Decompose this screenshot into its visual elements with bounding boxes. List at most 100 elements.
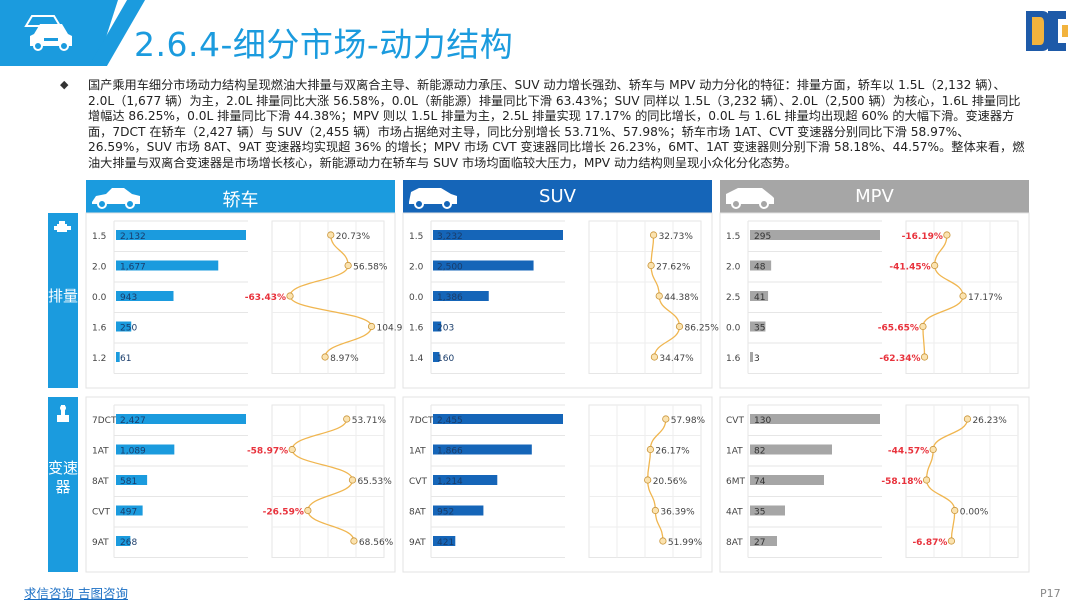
growth-point bbox=[675, 322, 684, 331]
category-label: 7DCT bbox=[409, 416, 434, 426]
growth-point bbox=[651, 506, 659, 515]
growth-label: 0.00% bbox=[960, 508, 989, 518]
growth-point bbox=[646, 445, 655, 454]
bar-value-label: 295 bbox=[754, 232, 771, 242]
growth-point bbox=[951, 506, 959, 515]
category-label: 4AT bbox=[726, 508, 743, 518]
bar bbox=[116, 444, 175, 455]
page-title: 2.6.4-细分市场-动力结构 bbox=[134, 25, 514, 64]
bar-value-label: 1,214 bbox=[437, 477, 463, 487]
category-label: 1.5 bbox=[409, 232, 423, 242]
bar bbox=[433, 444, 532, 455]
growth-point bbox=[655, 292, 663, 300]
growth-label: 34.47% bbox=[659, 354, 694, 364]
mpv-icon bbox=[726, 188, 774, 209]
bar bbox=[433, 414, 563, 424]
category-label: 1AT bbox=[92, 447, 109, 457]
growth-label: -16.19% bbox=[902, 232, 943, 242]
bar bbox=[433, 260, 534, 271]
suv-icon bbox=[409, 188, 457, 209]
brand-logo-icon bbox=[1022, 7, 1072, 55]
growth-label: 26.17% bbox=[655, 447, 690, 457]
bar bbox=[116, 291, 174, 301]
growth-point bbox=[943, 231, 951, 239]
category-label: 1.5 bbox=[726, 232, 740, 242]
growth-label: 104.93% bbox=[377, 324, 417, 334]
bar bbox=[433, 475, 498, 485]
growth-point bbox=[920, 353, 929, 361]
category-label: 2.5 bbox=[726, 293, 740, 303]
growth-point bbox=[931, 261, 939, 270]
bar bbox=[433, 291, 489, 301]
row-label-displacement: 排量 bbox=[48, 287, 79, 305]
bar-value-label: 250 bbox=[120, 324, 137, 334]
footer-links[interactable]: 求信咨询 吉图咨询 bbox=[24, 586, 128, 601]
bar bbox=[116, 352, 120, 362]
category-label: 9AT bbox=[92, 538, 109, 548]
bar bbox=[750, 475, 824, 485]
category-label: 1AT bbox=[726, 447, 743, 457]
bar bbox=[750, 352, 753, 362]
bar-value-label: 3,232 bbox=[437, 232, 463, 242]
bar-value-label: 1,677 bbox=[120, 263, 146, 273]
growth-label: -44.57% bbox=[888, 447, 929, 457]
bar-value-label: 2,455 bbox=[437, 416, 463, 426]
category-label: 1.4 bbox=[409, 354, 424, 364]
growth-label: 27.62% bbox=[656, 263, 691, 273]
gearbox-icon bbox=[57, 405, 69, 422]
bar bbox=[750, 260, 772, 271]
category-label: 0.0 bbox=[409, 293, 424, 303]
bar bbox=[750, 536, 777, 546]
bar-value-label: 82 bbox=[754, 447, 765, 457]
bar-value-label: 2,427 bbox=[120, 416, 146, 426]
growth-label: 53.71% bbox=[352, 416, 387, 426]
growth-point bbox=[304, 506, 312, 515]
category-label: CVT bbox=[409, 477, 427, 487]
growth-label: -65.65% bbox=[878, 324, 919, 334]
growth-point bbox=[963, 415, 972, 423]
bar-value-label: 61 bbox=[120, 354, 131, 364]
car-logo-icon bbox=[20, 12, 80, 54]
category-label: 1.5 bbox=[92, 232, 106, 242]
bar-value-label: 48 bbox=[754, 263, 766, 273]
bar bbox=[750, 505, 785, 516]
segment-label-mpv: MPV bbox=[855, 186, 894, 207]
bar bbox=[750, 414, 880, 424]
growth-point bbox=[649, 231, 658, 239]
bar-value-label: 952 bbox=[437, 508, 454, 518]
chart-panel bbox=[719, 212, 1030, 389]
category-label: 1AT bbox=[409, 447, 426, 457]
growth-label: 32.73% bbox=[659, 232, 694, 242]
bar bbox=[750, 291, 769, 301]
growth-point bbox=[344, 261, 352, 270]
growth-point bbox=[288, 445, 296, 454]
bar-value-label: 74 bbox=[754, 477, 766, 487]
bar bbox=[433, 352, 440, 362]
category-label: 1.6 bbox=[92, 324, 107, 334]
category-label: 1.6 bbox=[726, 354, 741, 364]
growth-point bbox=[647, 261, 655, 270]
growth-label: 51.99% bbox=[668, 538, 703, 548]
bar-value-label: 41 bbox=[754, 293, 765, 303]
segment-header-sedan: 轿车 bbox=[86, 180, 395, 213]
bar-value-label: 160 bbox=[437, 354, 454, 364]
growth-label: -58.97% bbox=[247, 447, 288, 457]
row-tab-transmission: 变速器 bbox=[48, 397, 78, 572]
category-label: 0.0 bbox=[92, 293, 107, 303]
bar-value-label: 35 bbox=[754, 324, 765, 334]
bar-value-label: 581 bbox=[120, 477, 137, 487]
segment-label-suv: SUV bbox=[539, 186, 576, 207]
category-label: CVT bbox=[92, 508, 110, 518]
category-label: 2.0 bbox=[92, 263, 107, 273]
growth-label: -6.87% bbox=[912, 538, 947, 548]
category-label: 2.0 bbox=[726, 263, 741, 273]
category-label: 2.0 bbox=[409, 263, 424, 273]
sedan-icon bbox=[92, 188, 140, 209]
bar bbox=[116, 536, 131, 546]
row-tab-displacement: 排量 bbox=[48, 213, 78, 388]
growth-point bbox=[286, 292, 294, 300]
growth-point bbox=[343, 415, 351, 423]
growth-point bbox=[922, 476, 931, 484]
bar bbox=[116, 414, 246, 424]
